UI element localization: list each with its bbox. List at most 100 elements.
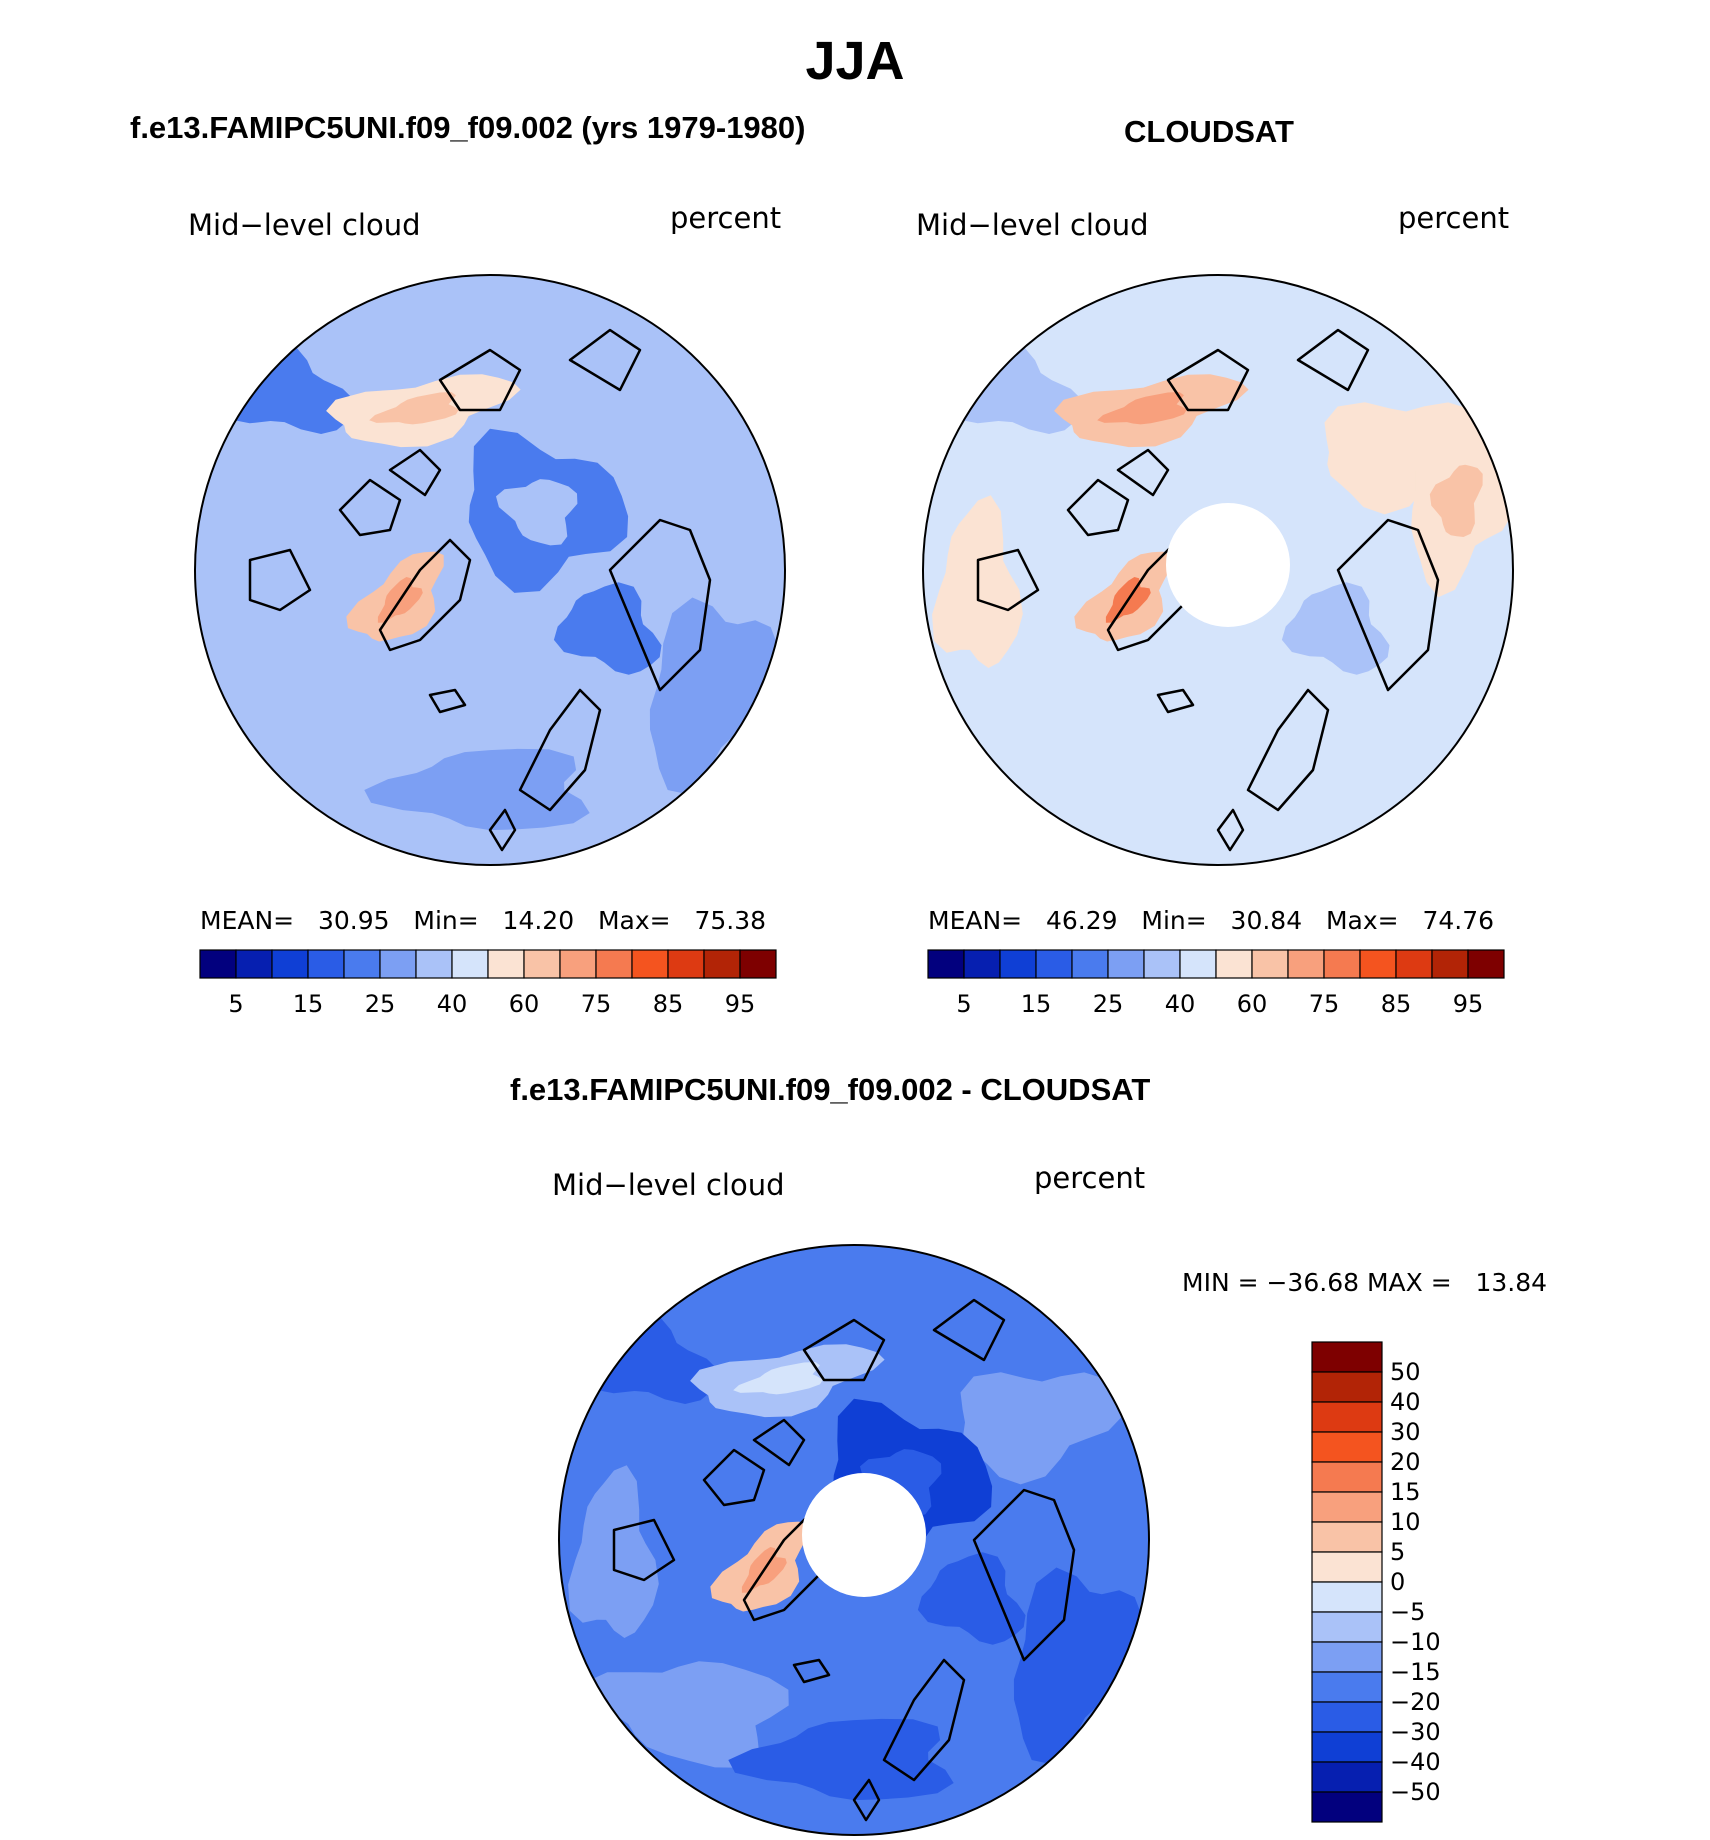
colorbar-tick-label: 10 (1390, 1508, 1421, 1536)
colorbar-swatch (235, 949, 273, 979)
colorbar-swatch (1311, 1371, 1383, 1403)
coastline (518, 688, 602, 812)
panel-1-units-label: percent (670, 201, 782, 235)
colorbar-swatch (1107, 949, 1145, 979)
colorbar-swatch (1215, 949, 1253, 979)
panel-1-colorbar (199, 949, 777, 979)
field-patch (949, 691, 1153, 798)
field-patch (1281, 582, 1390, 675)
field-patch (364, 748, 590, 831)
colorbar-swatch (739, 949, 777, 979)
colorbar-tick-label: 15 (292, 990, 324, 1018)
panel-2-mean: 46.29 (1045, 906, 1118, 935)
colorbar-swatch (963, 949, 1001, 979)
colorbar-swatch (1287, 949, 1325, 979)
colorbar-tick-label: 40 (1390, 1388, 1421, 1416)
colorbar-swatch (1311, 1761, 1383, 1793)
panel-1-min: 14.20 (502, 906, 575, 935)
colorbar-swatch (927, 949, 965, 979)
colorbar-swatch (1311, 1611, 1383, 1643)
panel-1-variable-label: Mid−level cloud (188, 208, 421, 242)
colorbar-swatch (1179, 949, 1217, 979)
colorbar-swatch (307, 949, 345, 979)
colorbar-swatch (1311, 1641, 1383, 1673)
coastline (1166, 348, 1250, 412)
colorbar-swatch (343, 949, 381, 979)
colorbar-tick-label: 60 (1236, 990, 1268, 1018)
figure-title: JJA (805, 31, 905, 91)
colorbar-tick-label: 25 (364, 990, 396, 1018)
arctic-deep-core (860, 1449, 942, 1516)
coastline (612, 1518, 676, 1582)
colorbar-tick-label: 75 (580, 990, 612, 1018)
panel-2-min: 30.84 (1230, 906, 1303, 935)
siberia-warm-core (1097, 392, 1187, 425)
coastline (1116, 448, 1170, 497)
map-border (558, 1244, 1150, 1836)
panel-3-polar-map (558, 1244, 1150, 1836)
colorbar-tick-label: 40 (436, 990, 468, 1018)
siberia-warm-core (369, 392, 459, 425)
colorbar-swatch (415, 949, 453, 979)
panel-2-mean-label: MEAN= (928, 906, 1023, 935)
colorbar-tick-label: −10 (1390, 1628, 1441, 1656)
map-border (922, 274, 1514, 866)
pole-hole (802, 1473, 926, 1597)
colorbar-tick-label: 0 (1390, 1568, 1406, 1596)
colorbar-swatch (451, 949, 489, 979)
pacific-warm-core (1429, 464, 1483, 537)
colorbar-swatch (1323, 949, 1361, 979)
field-patch (917, 1552, 1026, 1645)
colorbar-tick-label: 20 (1390, 1448, 1421, 1476)
coastline (792, 1658, 831, 1684)
colorbar-tick-label: −15 (1390, 1658, 1441, 1686)
panel-2-units-label: percent (1398, 201, 1510, 235)
panel-2-colorbar-ticks: 5 15 25 40 60 75 85 95 (928, 990, 1504, 1020)
panel-3-variable-label: Mid−level cloud (552, 1168, 785, 1202)
colorbar-swatch (523, 949, 561, 979)
colorbar-tick-label: −40 (1390, 1748, 1441, 1776)
colorbar-swatch (1143, 949, 1181, 979)
panel-2-max-label: Max= (1325, 906, 1399, 935)
coastline (338, 478, 402, 537)
panel-1-mean: 30.95 (317, 906, 390, 935)
colorbar-tick-label: −20 (1390, 1688, 1441, 1716)
coastline (802, 1318, 886, 1382)
colorbar-swatch (559, 949, 597, 979)
field-patch (553, 582, 662, 675)
colorbar-tick-label: 5 (1390, 1538, 1406, 1566)
colorbar-swatch (1311, 1341, 1383, 1373)
colorbar-swatch (271, 949, 309, 979)
map-border (194, 274, 786, 866)
colorbar-tick-label: 30 (1390, 1418, 1421, 1446)
panel-2-stats: MEAN= 46.29 Min= 30.84 Max= 74.76 (928, 906, 1494, 935)
panel-1-colorbar-ticks: 5 15 25 40 60 75 85 95 (200, 990, 776, 1020)
colorbar-swatch (1311, 1491, 1383, 1523)
colorbar-swatch (1311, 1581, 1383, 1613)
coastline (1216, 808, 1245, 852)
coastline (378, 538, 472, 652)
panel-1-polar-map (194, 274, 786, 866)
colorbar-tick-label: −5 (1390, 1598, 1426, 1626)
colorbar-swatch (631, 949, 669, 979)
field-patch (596, 402, 758, 515)
colorbar-swatch (1311, 1401, 1383, 1433)
colorbar-swatch (595, 949, 633, 979)
coastline (428, 688, 467, 714)
colorbar-swatch (1359, 949, 1397, 979)
panel-3-colorbar (1311, 1341, 1383, 1823)
field-patch (728, 1718, 954, 1801)
colorbar-tick-label: 85 (1380, 990, 1412, 1018)
colorbar-swatch (1467, 949, 1505, 979)
coastline (438, 348, 522, 412)
panel-1-max: 75.38 (694, 906, 767, 935)
colorbar-swatch (1071, 949, 1109, 979)
coastline (1336, 518, 1440, 692)
coastline (388, 448, 442, 497)
colorbar-tick-label: 40 (1164, 990, 1196, 1018)
panel-1-stats: MEAN= 30.95 Min= 14.20 Max= 75.38 (200, 906, 766, 935)
coastline (608, 518, 712, 692)
coastline (752, 1418, 806, 1467)
colorbar-swatch (1251, 949, 1289, 979)
panel-3-colorbar-ticks: 50 40 30 20 15 10 5 0 −5 −10 −15 −20 −30 −40 −50 (1390, 1342, 1470, 1822)
